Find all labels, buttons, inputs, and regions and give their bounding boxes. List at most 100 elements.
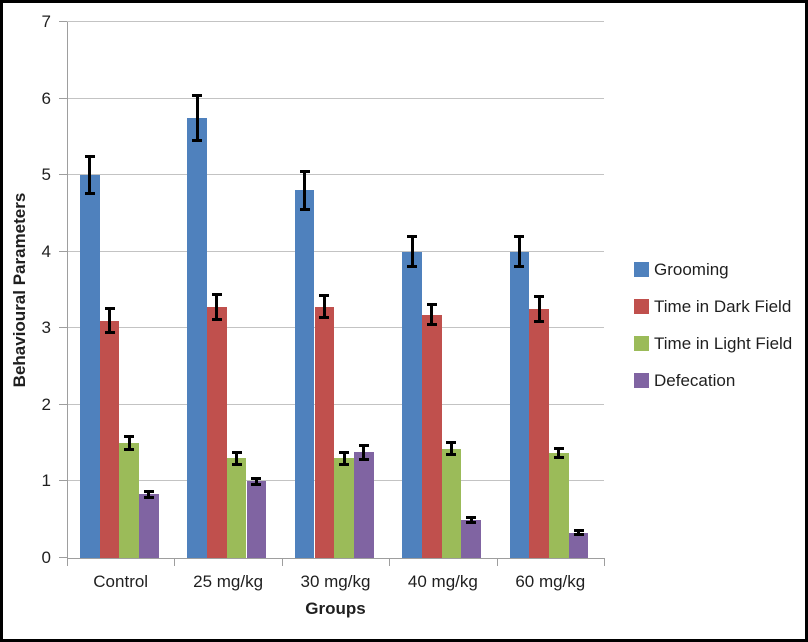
x-category-label: 30 mg/kg [300, 572, 371, 591]
gridline [67, 21, 604, 22]
bar [226, 458, 247, 558]
error-bar-cap [514, 265, 525, 269]
y-tick-label: 6 [41, 88, 51, 108]
error-bar-cap [231, 462, 242, 466]
error-bar [449, 442, 453, 455]
y-tick [59, 250, 67, 252]
bar [187, 117, 208, 558]
error-bar-cap [466, 520, 477, 524]
y-tick [59, 557, 67, 558]
error-bar-cap [211, 317, 222, 321]
y-tick-label: 0 [41, 548, 51, 567]
bar [461, 519, 481, 558]
error-bar-cap [299, 207, 310, 211]
bar [334, 458, 354, 558]
y-tick-label: 4 [41, 241, 51, 261]
legend-swatch-icon [634, 336, 649, 351]
bar [353, 452, 374, 558]
legend-swatch-icon [634, 299, 649, 314]
error-bar-cap [573, 533, 584, 537]
error-bar-cap [211, 292, 222, 296]
error-bar-cap [407, 265, 418, 269]
bar [99, 320, 120, 558]
legend-item: Defecation [634, 370, 792, 391]
error-bar-cap [514, 235, 525, 239]
x-category-label: Control [93, 572, 149, 591]
error-bar-cap [534, 295, 545, 299]
x-category-label: 40 mg/kg [407, 572, 478, 591]
bar [441, 448, 462, 558]
error-bar-cap [339, 451, 350, 455]
error-bar-cap [553, 446, 564, 450]
error-bar-cap [124, 435, 135, 439]
error-bar [517, 236, 521, 268]
error-bar [215, 293, 219, 320]
y-tick [59, 480, 67, 482]
error-bar [88, 156, 92, 195]
y-tick-label: 1 [41, 471, 51, 491]
y-tick [59, 403, 67, 405]
error-bar-cap [534, 320, 545, 324]
error-bar [108, 308, 112, 333]
error-bar-cap [339, 462, 350, 466]
error-bar-cap [446, 452, 457, 456]
error-bar-cap [192, 138, 203, 142]
error-bar [195, 94, 199, 141]
legend-label: Time in Dark Field [654, 297, 792, 316]
bar [529, 309, 549, 558]
error-bar [254, 477, 258, 486]
bar [80, 175, 100, 558]
error-bar [147, 490, 151, 499]
y-axis-line [67, 22, 68, 558]
x-tick [174, 558, 176, 566]
x-tick [389, 558, 391, 566]
gridline [67, 403, 604, 405]
error-bar-cap [124, 448, 135, 452]
error-bar [342, 452, 346, 465]
x-tick [281, 558, 283, 566]
bar [139, 494, 159, 558]
error-bar-cap [84, 155, 95, 158]
y-tick [59, 97, 67, 99]
x-tick [604, 558, 605, 566]
x-category-label: 25 mg/kg [193, 572, 264, 591]
bar [207, 306, 227, 558]
bar [568, 532, 589, 558]
error-bar-cap [358, 443, 369, 447]
bar [421, 314, 442, 558]
error-bar-cap [573, 529, 584, 533]
y-axis-title: Behavioural Parameters [10, 192, 29, 388]
gridline [67, 250, 604, 252]
bar [549, 453, 569, 558]
error-bar-cap [251, 476, 262, 480]
error-bar [577, 530, 581, 536]
error-bar-cap [251, 483, 262, 487]
bar [402, 251, 422, 558]
bar [509, 251, 530, 558]
error-bar-cap [299, 170, 310, 174]
error-bar [322, 295, 326, 319]
gridline [67, 327, 604, 329]
legend: Grooming Time in Dark Field Time in Light … [634, 259, 792, 407]
error-bar-cap [466, 515, 477, 519]
legend-label: Time in Light Field [654, 334, 793, 353]
x-axis-line [67, 558, 604, 559]
bar [246, 481, 267, 558]
error-bar-cap [426, 323, 437, 327]
x-tick [67, 558, 68, 566]
gridline [67, 97, 604, 99]
error-bar [537, 296, 541, 323]
error-bar-cap [143, 489, 154, 493]
y-tick [59, 174, 67, 176]
error-bar [303, 171, 307, 210]
error-bar-cap [104, 330, 115, 334]
error-bar-cap [319, 316, 330, 320]
gridline [67, 174, 604, 176]
error-bar-cap [84, 192, 95, 196]
error-bar-cap [143, 496, 154, 500]
error-bar [362, 444, 366, 460]
legend-label: Grooming [654, 260, 729, 279]
error-bar-cap [446, 441, 457, 445]
error-bar [410, 236, 414, 268]
